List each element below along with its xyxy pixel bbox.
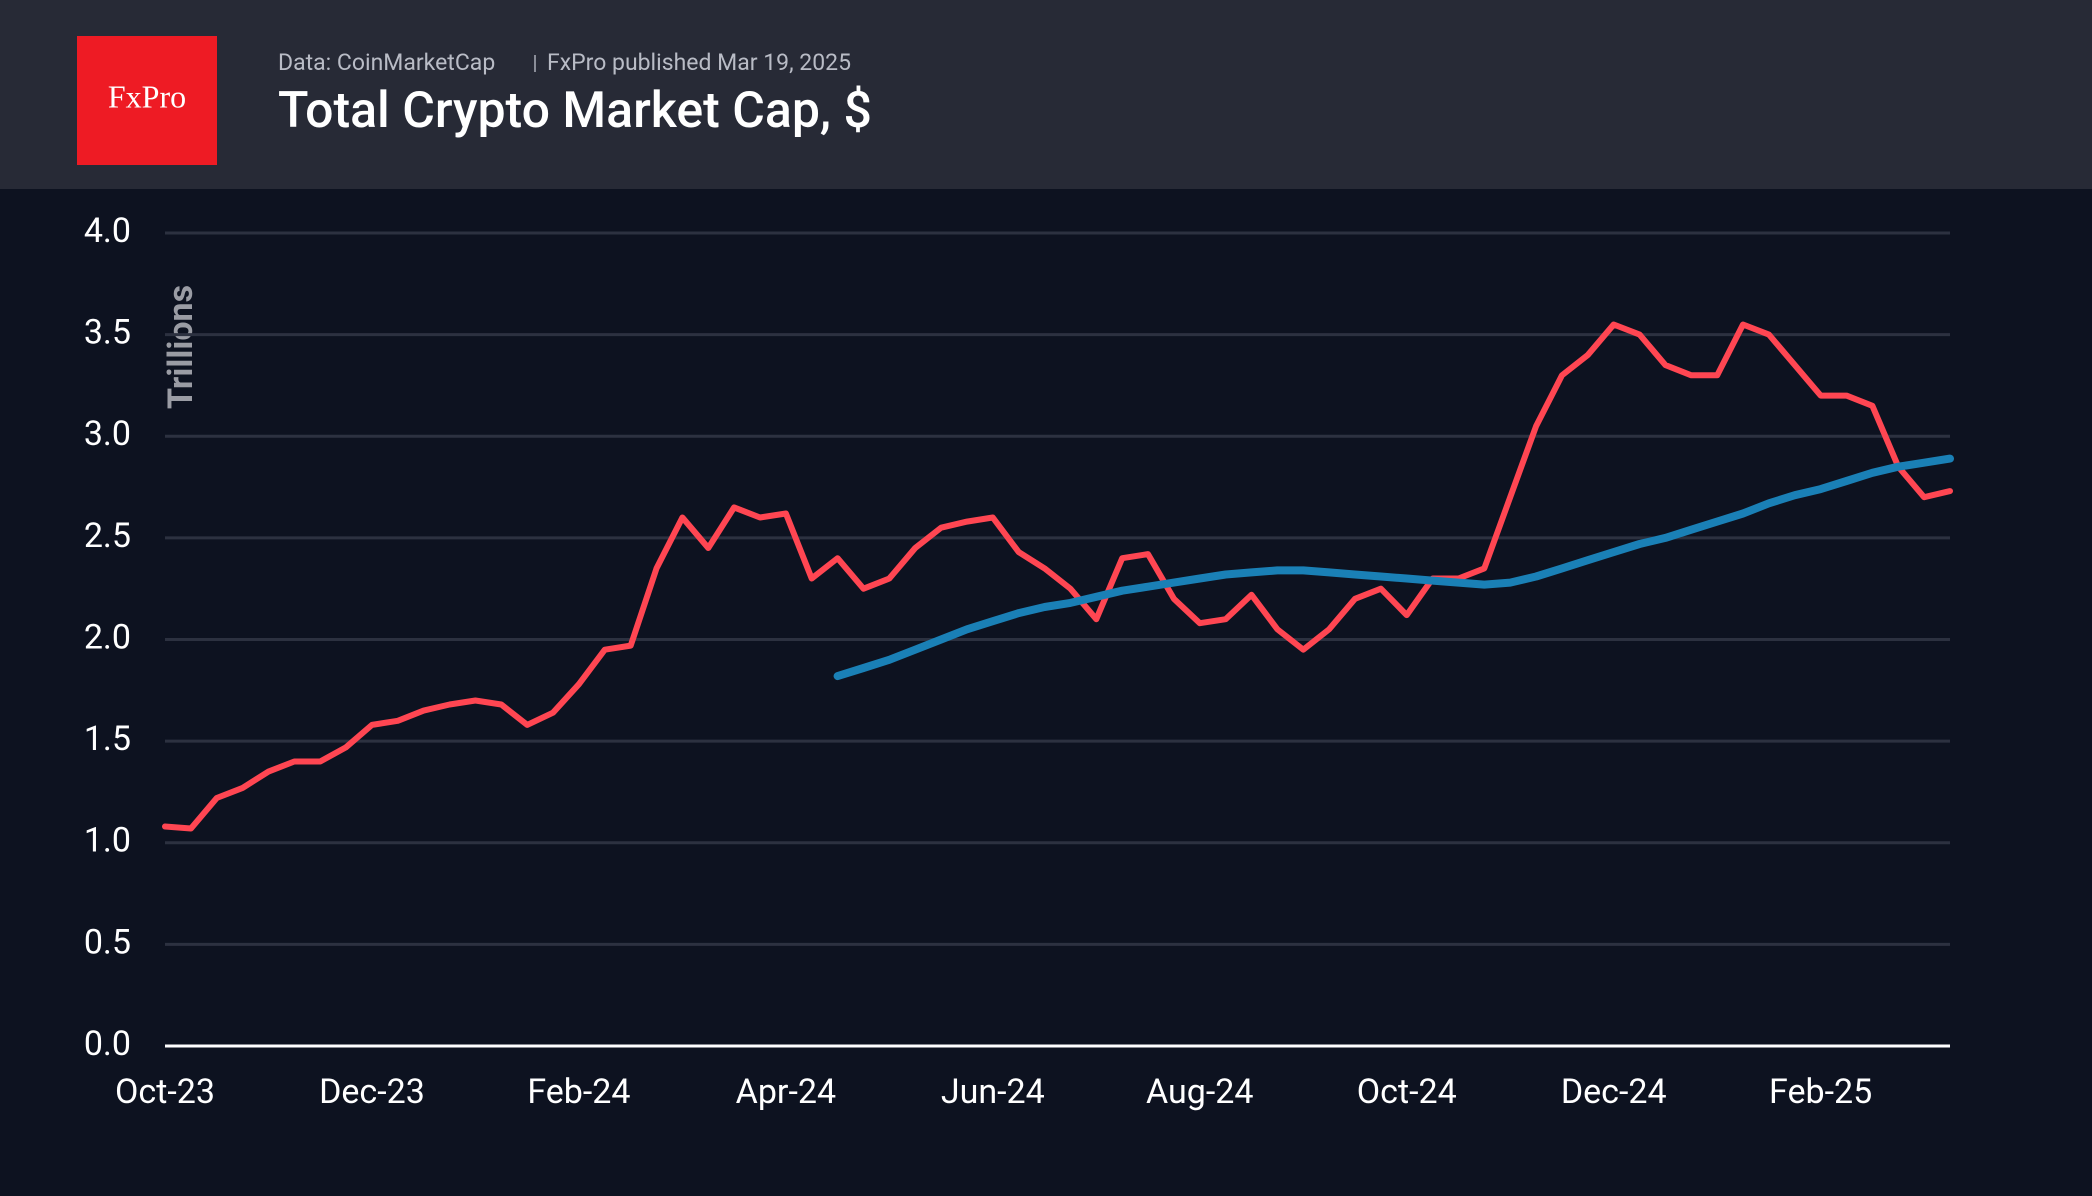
series-line bbox=[833, 454, 1954, 681]
logo-text: FxPro bbox=[108, 78, 186, 114]
published: FxPro published Mar 19, 2025 bbox=[547, 49, 851, 76]
x-tick-label: Oct-23 bbox=[115, 1072, 215, 1112]
y-tick-label: 3.0 bbox=[84, 414, 131, 454]
chart-title: Total Crypto Market Cap, $ bbox=[278, 82, 872, 140]
series-line bbox=[162, 321, 1953, 832]
header bbox=[0, 0, 2092, 189]
y-tick-label: 0.0 bbox=[84, 1024, 131, 1064]
y-tick-label: 3.5 bbox=[84, 313, 131, 353]
source: Data: CoinMarketCap bbox=[278, 49, 495, 76]
x-tick-label: Jun-24 bbox=[941, 1072, 1045, 1112]
x-tick-label: Oct-24 bbox=[1357, 1072, 1457, 1112]
y-tick-label: 0.5 bbox=[84, 922, 131, 962]
x-tick-label: Apr-24 bbox=[736, 1072, 836, 1112]
x-tick-label: Feb-25 bbox=[1769, 1072, 1872, 1112]
y-tick-label: 1.5 bbox=[84, 719, 131, 759]
y-axis-label: Trillions bbox=[161, 285, 201, 409]
x-tick-label: Dec-24 bbox=[1561, 1072, 1667, 1112]
y-tick-label: 4.0 bbox=[84, 211, 131, 251]
y-tick-label: 2.5 bbox=[84, 516, 131, 556]
x-tick-label: Feb-24 bbox=[527, 1072, 630, 1112]
logo bbox=[77, 36, 217, 165]
x-tick-label: Aug-24 bbox=[1146, 1072, 1253, 1112]
y-tick-label: 2.0 bbox=[84, 617, 131, 657]
x-tick-label: Dec-23 bbox=[319, 1072, 425, 1112]
y-tick-label: 1.0 bbox=[84, 821, 131, 861]
